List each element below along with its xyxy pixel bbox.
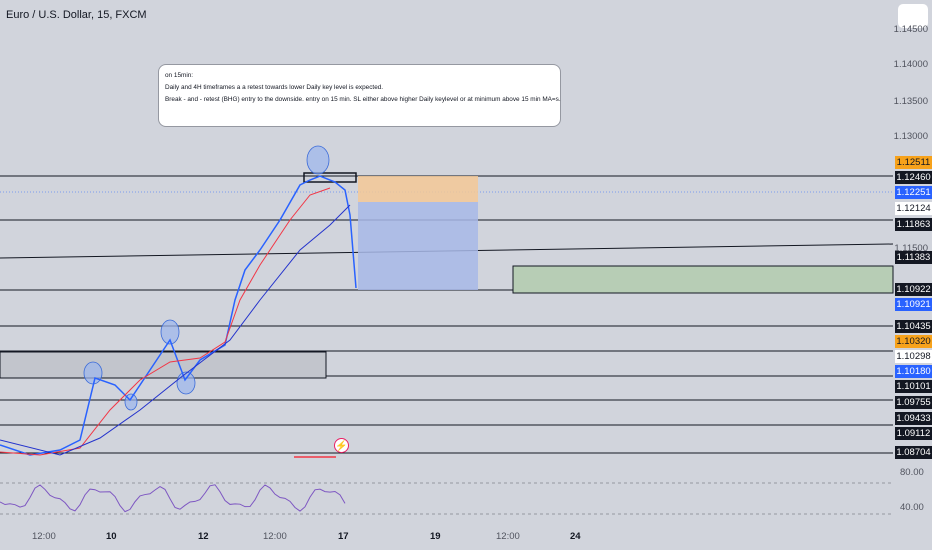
- price-badge: 1.10922: [895, 283, 932, 296]
- rsi-tick: 40.00: [900, 502, 924, 513]
- rsi-tick: 80.00: [900, 467, 924, 478]
- price-badge: 1.10180: [895, 365, 932, 378]
- price-badge: 1.10435: [895, 320, 932, 333]
- price-badge: 1.10320: [895, 335, 932, 348]
- lightning-icon[interactable]: ⚡: [334, 438, 349, 453]
- time-tick: 12:00: [496, 531, 520, 542]
- price-line: [0, 175, 357, 456]
- top-range-box: [303, 172, 357, 183]
- note-line: on 15min:: [165, 72, 194, 79]
- price-tick: 1.13500: [893, 96, 928, 107]
- highlight-circle: [176, 371, 196, 395]
- price-tick: 1.11500: [894, 243, 928, 254]
- rsi-line: [0, 484, 346, 513]
- time-tick: 12:00: [32, 531, 56, 542]
- price-badge: 1.12124: [895, 202, 932, 215]
- time-tick: 24: [570, 531, 581, 542]
- price-badge: 1.10298: [895, 350, 932, 363]
- text-note-callout[interactable]: on 15min: Daily and 4H timeframes a a re…: [158, 64, 561, 127]
- highlight-circle: [83, 361, 103, 385]
- price-badge: 1.10101: [895, 380, 932, 393]
- price-badge: 1.12511: [895, 156, 932, 169]
- price-badge: 1.09433: [895, 412, 932, 425]
- time-tick: 10: [106, 531, 117, 542]
- time-tick: 12: [198, 531, 209, 542]
- price-badge: 1.09112: [895, 427, 932, 440]
- time-tick: 17: [338, 531, 349, 542]
- price-badge: 1.12460: [895, 171, 932, 184]
- target-zone: [358, 202, 478, 290]
- chart-settings-button[interactable]: [898, 4, 928, 28]
- note-line: Daily and 4H timeframes a a retest towar…: [165, 84, 384, 91]
- stop-loss-zone: [358, 176, 478, 202]
- time-tick: 19: [430, 531, 441, 542]
- note-line: Break - and - retest (BHG) entry to the …: [165, 96, 561, 103]
- demand-zone: [512, 265, 894, 294]
- price-tick: 1.14000: [893, 59, 928, 70]
- price-badge: 1.10921: [895, 298, 932, 311]
- moving-average-slow: [0, 204, 351, 456]
- price-badge: 1.08704: [895, 446, 932, 459]
- price-badge: 1.12251: [895, 186, 932, 199]
- moving-average-fast: [0, 187, 331, 456]
- supply-zone: [0, 351, 327, 379]
- price-tick: 1.13000: [893, 131, 928, 142]
- price-badge: 1.09755: [895, 396, 932, 409]
- price-badge: 1.11383: [895, 251, 932, 264]
- symbol-title: Euro / U.S. Dollar, 15, FXCM: [6, 9, 147, 21]
- price-tick: 1.14500: [893, 24, 928, 35]
- time-tick: 12:00: [263, 531, 287, 542]
- price-badge: 1.11863: [895, 218, 932, 231]
- highlight-circle: [306, 145, 330, 175]
- highlight-circle: [160, 319, 180, 345]
